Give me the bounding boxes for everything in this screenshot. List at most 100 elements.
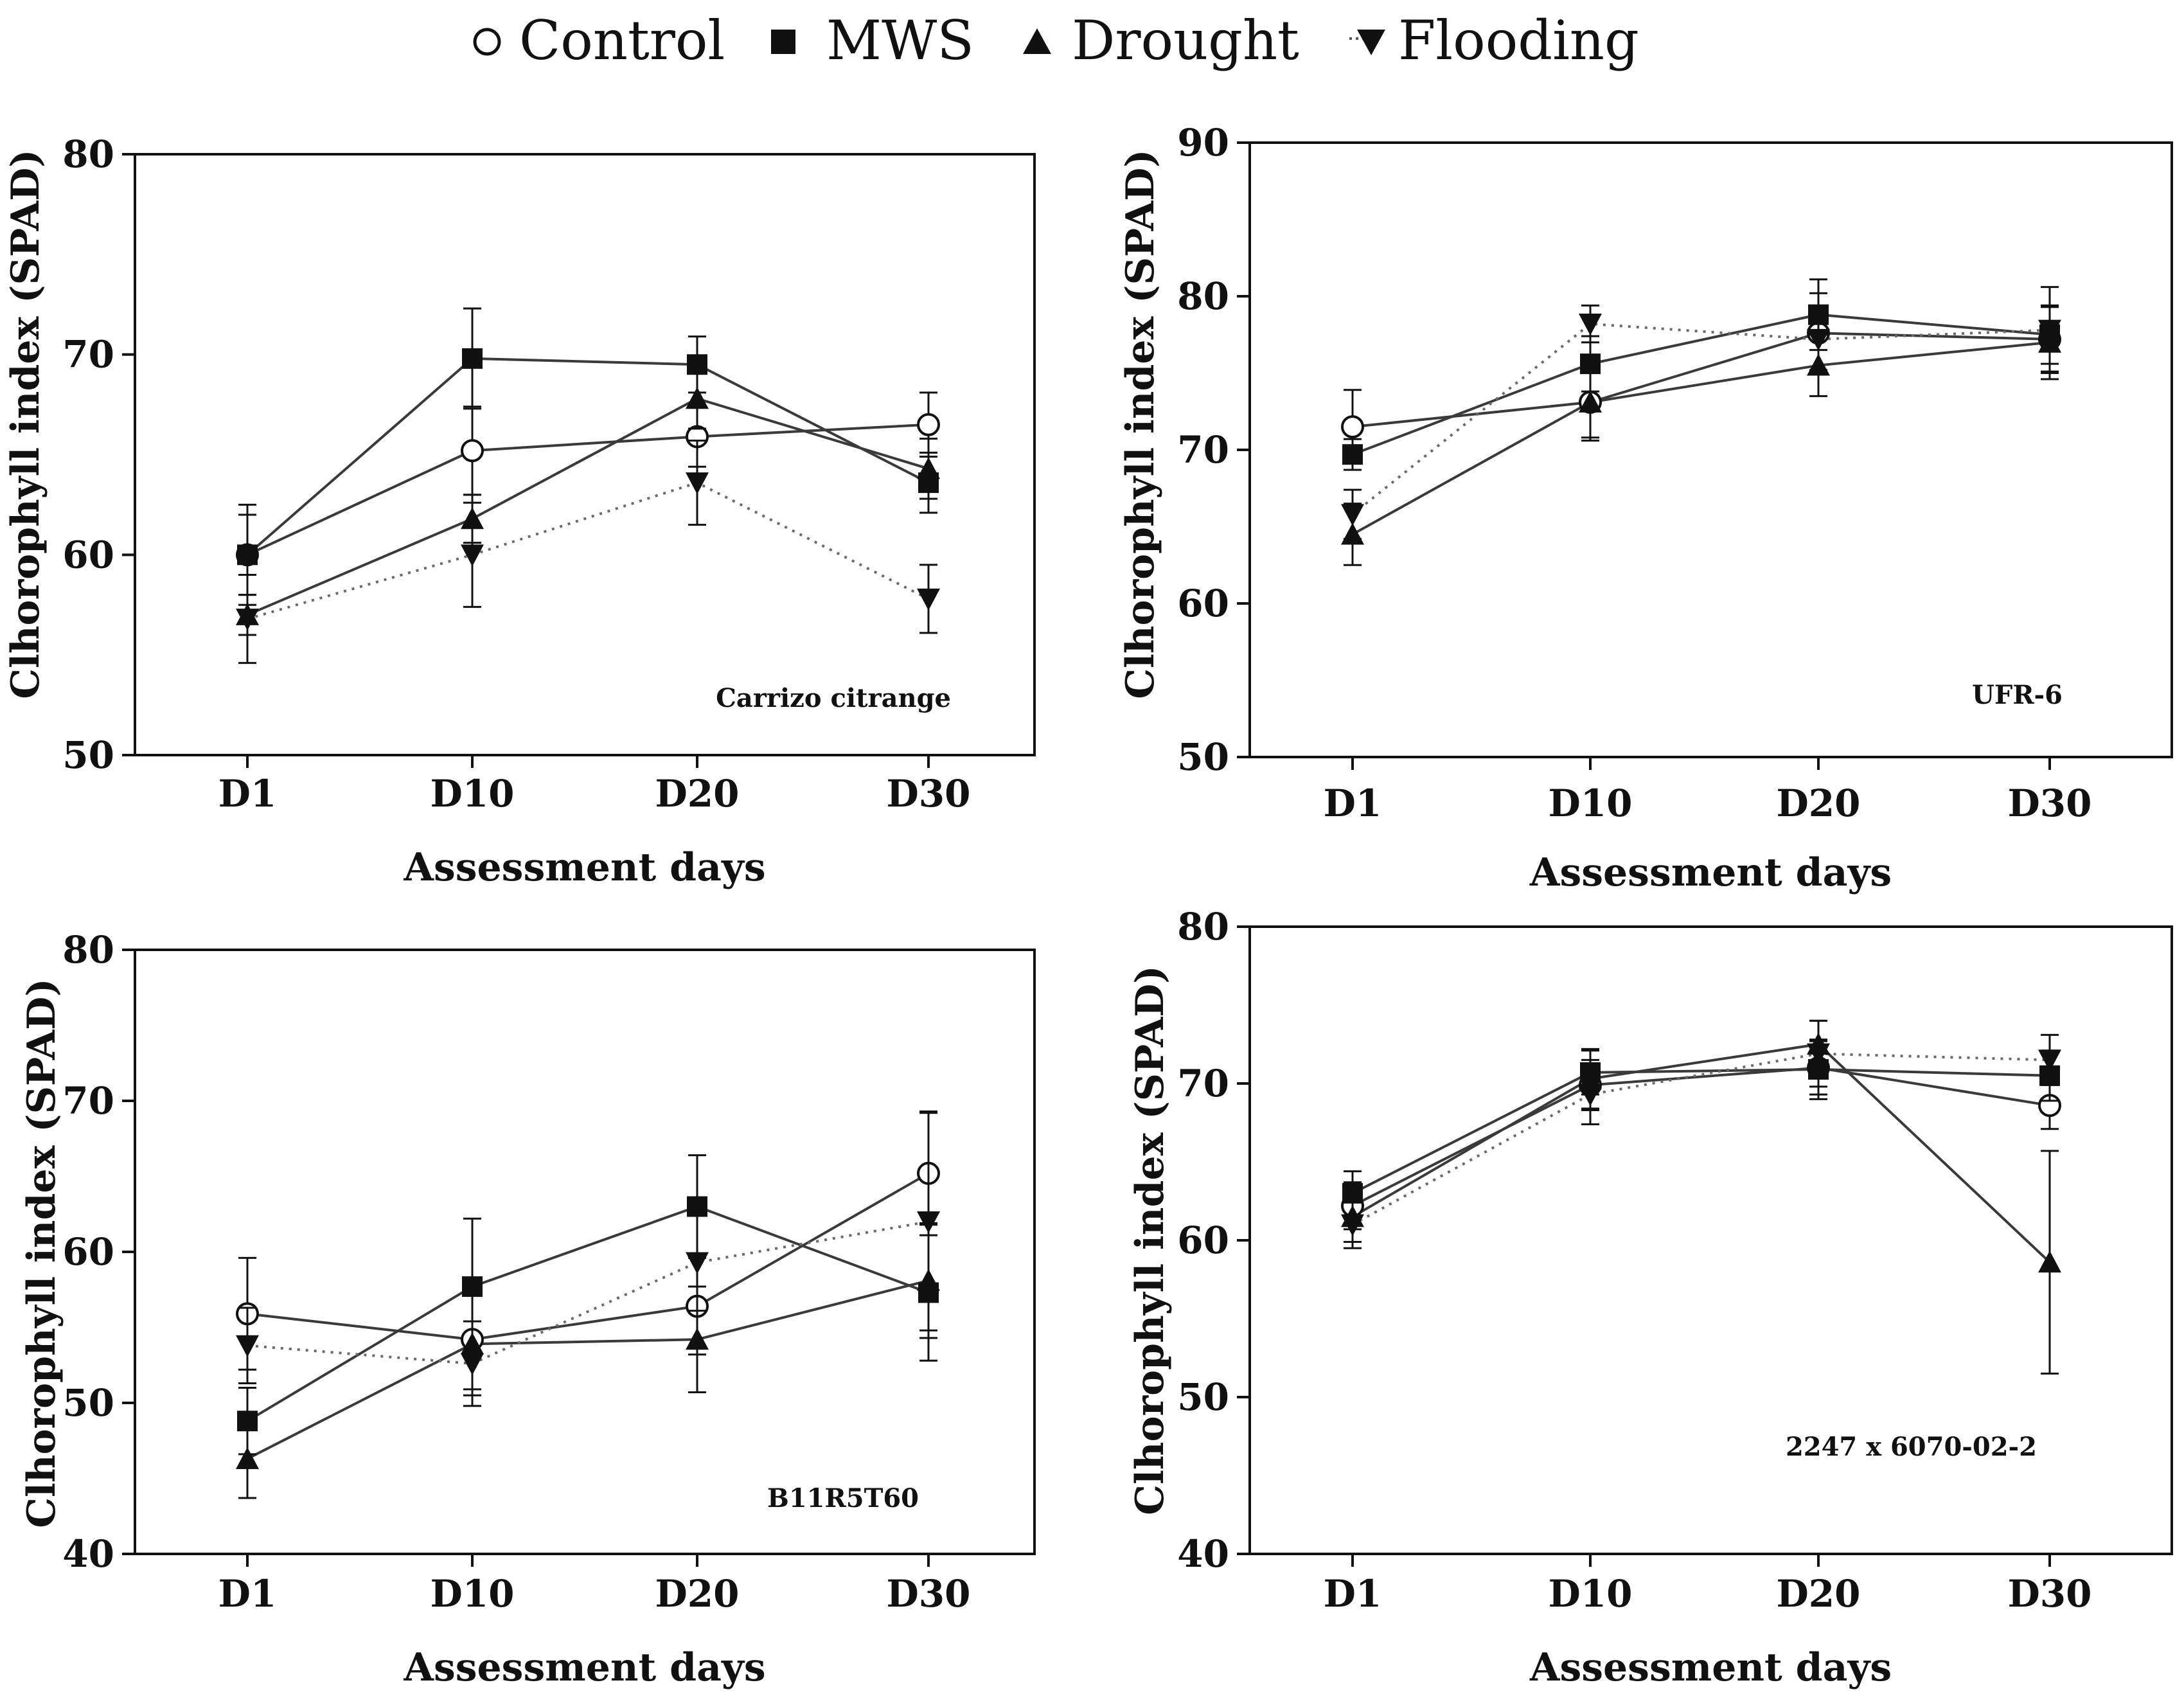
data-point-mws (1342, 444, 1363, 465)
y-tick-label: 70 (1177, 1062, 1229, 1105)
y-tick-label: 70 (1177, 428, 1229, 472)
x-tick-label: D1 (1324, 781, 1382, 825)
x-tick-label: D20 (1776, 1572, 1860, 1616)
x-tick-label: D10 (430, 772, 514, 816)
y-tick-label: 80 (1177, 274, 1229, 318)
data-point-flooding (1807, 328, 1830, 351)
y-tick-label: 60 (62, 1230, 114, 1274)
y-tick-label: 50 (62, 1381, 114, 1425)
data-point-flooding (686, 472, 709, 495)
x-tick-label: D1 (218, 772, 277, 816)
x-axis-title: Assessment days (403, 845, 765, 890)
series-line-control (1352, 332, 2050, 429)
triangle-down-filled-icon (1357, 30, 1385, 55)
x-tick-label: D30 (2007, 1572, 2091, 1616)
data-point-flooding (1807, 1043, 1830, 1065)
y-axis-title: Clhorophyll index (SPAD) (3, 149, 48, 699)
panel-label: 2247 x 6070-02-2 (1786, 1432, 2037, 1462)
data-point-flooding (461, 544, 484, 567)
series-line-control (1352, 1066, 2050, 1208)
series-line-mws (246, 1205, 929, 1422)
data-point-flooding (1579, 1084, 1602, 1107)
series-line-drought (247, 397, 929, 616)
data-point-control (1341, 415, 1364, 439)
panel-label: B11R5T60 (767, 1483, 919, 1513)
data-point-drought (1579, 390, 1602, 413)
legend-label-control: Control (519, 9, 725, 72)
x-tick-label: D30 (2007, 781, 2091, 825)
data-point-flooding (686, 1252, 709, 1274)
data-point-flooding (917, 1211, 940, 1233)
y-tick-label: 60 (62, 533, 114, 576)
data-point-flooding (236, 609, 259, 631)
series-line-flooding (247, 481, 929, 620)
x-tick-label: D20 (1776, 781, 1860, 825)
data-point-flooding (461, 1353, 484, 1375)
y-tick-label: 50 (1177, 735, 1229, 779)
plot-frame (134, 153, 1036, 756)
panel-label: UFR-6 (1972, 680, 2063, 710)
series-line-mws (1352, 1068, 2050, 1195)
chart-panel-1: 50 60 70 80 D1 D10 D20 D30 Assessment days Clhoro… (3, 132, 1036, 890)
legend: Control MWS Drought Flooding (473, 9, 1639, 72)
x-tick-label: D20 (655, 1572, 739, 1616)
series-line-drought (1351, 1042, 2051, 1263)
y-axis-title: Clhorophyll index (SPAD) (1128, 965, 1173, 1515)
series-line-flooding (1352, 1052, 2050, 1226)
data-point-flooding (1579, 314, 1602, 336)
y-tick-label: 40 (62, 1532, 114, 1576)
data-point-flooding (1341, 1214, 1364, 1236)
legend-item-drought: Drought (1023, 9, 1299, 72)
plot-frame (1248, 141, 2173, 758)
x-tick-label: D10 (1548, 781, 1632, 825)
y-tick-label: 80 (62, 928, 114, 972)
square-filled-icon (771, 30, 795, 54)
data-point-flooding (917, 588, 940, 611)
data-point-control (461, 439, 484, 463)
circle-open-icon (473, 28, 501, 56)
x-tick-label: D10 (1548, 1572, 1632, 1616)
y-tick-label: 80 (1177, 905, 1229, 949)
x-axis-title: Assessment days (1529, 1645, 1892, 1690)
legend-label-mws: MWS (826, 9, 974, 72)
y-tick-label: 40 (1177, 1532, 1229, 1576)
y-axis-title: Clhorophyll index (SPAD) (19, 978, 64, 1528)
series-line-drought (247, 1279, 929, 1460)
x-tick-label: D30 (886, 772, 970, 816)
chart-panel-2: 50 60 70 80 90 D1 D10 D20 D30 Assessment days Clho… (1118, 121, 2173, 895)
series-line-control (247, 1172, 929, 1341)
legend-item-control: Control (473, 9, 725, 72)
y-tick-label: 50 (62, 733, 114, 777)
y-axis-title: Clhorophyll index (SPAD) (1118, 149, 1163, 699)
legend-item-mws: MWS (771, 9, 974, 72)
data-point-mws (462, 348, 483, 369)
x-tick-label: D30 (886, 1572, 970, 1616)
data-point-flooding (236, 1335, 259, 1357)
legend-item-flooding: Flooding (1349, 9, 1639, 72)
chart-panel-3: 40 50 60 70 80 D1 D10 D20 D30 Assessment days Clho… (19, 928, 1036, 1690)
y-tick-label: 60 (1177, 582, 1229, 625)
x-tick-label: D1 (1324, 1572, 1382, 1616)
data-point-drought (2038, 1251, 2061, 1273)
y-tick-label: 70 (62, 333, 114, 377)
y-tick-label: 50 (1177, 1375, 1229, 1419)
x-axis-title: Assessment days (1529, 850, 1892, 895)
data-point-drought (686, 1328, 709, 1350)
legend-label-drought: Drought (1072, 9, 1299, 72)
data-point-drought (686, 387, 709, 409)
y-tick-label: 90 (1177, 121, 1229, 165)
data-point-mws (237, 544, 258, 566)
panel-label: Carrizo citrange (716, 683, 951, 713)
data-point-control (917, 413, 940, 436)
plot-frame (134, 949, 1036, 1555)
triangle-up-filled-icon (1023, 28, 1051, 54)
series-line-drought (1352, 341, 2050, 536)
x-axis-title: Assessment days (403, 1645, 765, 1690)
series-line-flooding (1351, 322, 2050, 515)
data-point-flooding (2038, 319, 2061, 342)
series-line-mws (1352, 313, 2050, 456)
data-point-drought (917, 457, 940, 479)
series-line-mws (246, 357, 929, 556)
y-tick-label: 60 (1177, 1218, 1229, 1262)
